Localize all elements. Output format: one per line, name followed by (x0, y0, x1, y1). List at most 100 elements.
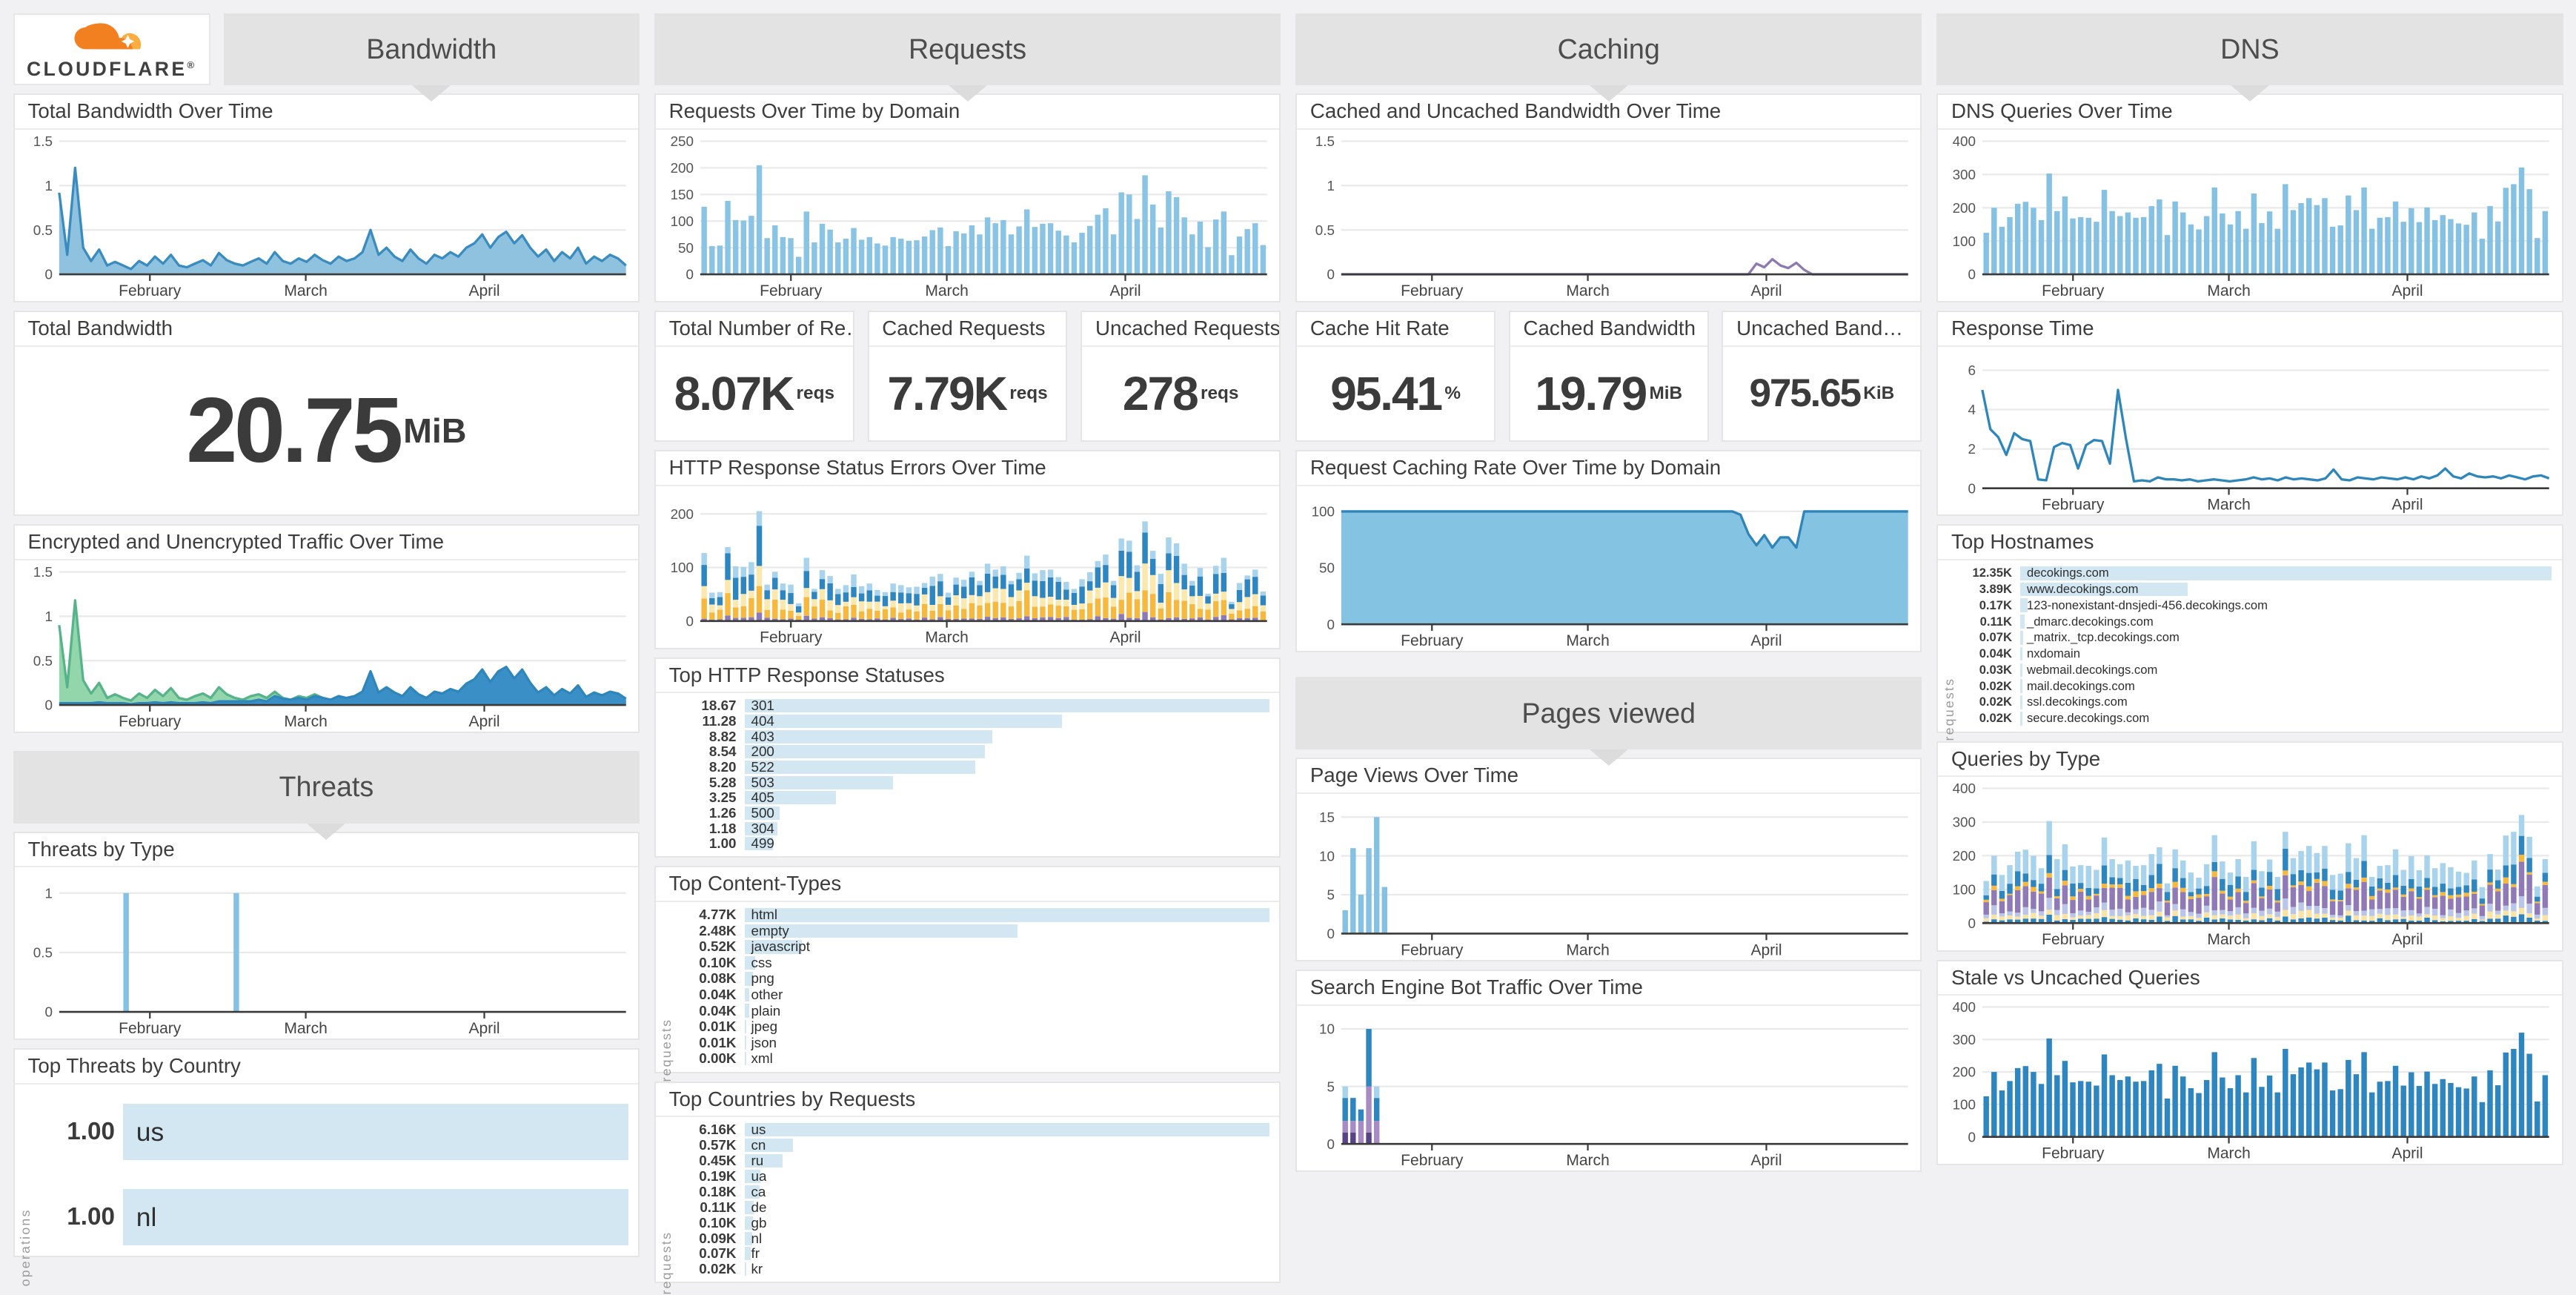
top-http-statuses-list[interactable]: 18.67 301 11.28 404 8.82 403 8.54 200 8.20 522 5.2… (656, 693, 1279, 856)
list-item[interactable]: 0.02K mail.decokings.com (1961, 678, 2552, 695)
list-item-value: 1.00 (708, 835, 737, 852)
requests-over-time-chart[interactable]: 0 50 100 150 200 250 February March April (656, 130, 1279, 301)
svg-text:1: 1 (44, 886, 52, 901)
list-item[interactable]: 0.08K png (679, 970, 1269, 987)
bandwidth-header-row: CLOUDFLARE® Bandwidth (13, 13, 640, 102)
list-item[interactable]: 0.10K gb (679, 1215, 1269, 1231)
top-content-types-list[interactable]: requests 4.77K html 2.48K empty 0.52K javascri… (656, 902, 1279, 1082)
page-views-chart[interactable]: 0 5 10 15 February March April (1297, 794, 1920, 960)
panel-title: Total Bandwidth Over Time (14, 95, 638, 130)
requests-stat-row: Total Number of Re… 8.07K reqs Cached Req… (654, 310, 1281, 443)
list-item[interactable]: 1.00 us (38, 1096, 628, 1168)
http-errors-chart[interactable]: 0 100 200 February March April (656, 486, 1279, 648)
list-item-value: 0.04K (1979, 646, 2013, 661)
svg-text:April: April (2392, 496, 2423, 513)
list-item[interactable]: 6.16K us (679, 1122, 1269, 1138)
list-item-value: 4.77K (699, 907, 737, 923)
list-item[interactable]: 12.35K decokings.com (1961, 565, 2552, 581)
list-item[interactable]: 0.11K _dmarc.decokings.com (1961, 614, 2552, 630)
list-item[interactable]: 0.09K nl (679, 1231, 1269, 1246)
svg-text:0: 0 (44, 1004, 52, 1020)
list-item[interactable]: 8.82 403 (679, 729, 1269, 744)
list-item[interactable]: 0.02K ssl.decokings.com (1961, 695, 2552, 711)
svg-text:April: April (1751, 282, 1782, 299)
list-item-value: 0.02K (699, 1261, 737, 1277)
list-item-value: 0.57K (699, 1137, 737, 1153)
encrypted-unencrypted-chart[interactable]: 0 0.5 1 1.5 February March April (15, 560, 638, 732)
list-item[interactable]: 0.17K 123-nonexistant-dnsjedi-456.decokin… (1961, 597, 2552, 614)
svg-text:0: 0 (1968, 915, 1976, 931)
list-item[interactable]: 0.02K kr (679, 1261, 1269, 1277)
list-item-label: kr (751, 1261, 763, 1277)
list-item-label: html (751, 907, 778, 923)
stale-uncached-chart[interactable]: 0 100 200 300 400 February March April (1938, 996, 2561, 1164)
list-item[interactable]: 0.03K webmail.decokings.com (1961, 662, 2552, 678)
panel-title: Top Content-Types (655, 867, 1280, 902)
list-item[interactable]: 1.18 304 (679, 821, 1269, 836)
section-header-caching: Caching (1295, 13, 1922, 102)
list-item[interactable]: 0.19K ua (679, 1168, 1269, 1185)
list-item-label: ua (751, 1168, 767, 1185)
top-countries-list[interactable]: requests 6.16K us 0.57K cn 0.45K ru 0.19K ua 0.18… (656, 1117, 1279, 1295)
list-item[interactable]: 0.02K secure.decokings.com (1961, 710, 2552, 726)
list-item[interactable]: 0.00K xml (679, 1050, 1269, 1067)
svg-text:February: February (119, 713, 182, 730)
cloudflare-logo[interactable]: CLOUDFLARE® (13, 13, 210, 86)
request-caching-rate-chart[interactable]: 0 50 100 February March April (1297, 486, 1920, 651)
search-bot-traffic-chart[interactable]: 0 5 10 February March April (1297, 1006, 1920, 1170)
list-item-value: 18.67 (701, 698, 737, 714)
stat-value: 975.65 (1749, 371, 1862, 416)
list-item[interactable]: 0.07K fr (679, 1245, 1269, 1262)
svg-text:300: 300 (1953, 1032, 1976, 1047)
list-item[interactable]: 0.11K de (679, 1199, 1269, 1215)
list-item-label: nl (136, 1202, 157, 1232)
list-item[interactable]: 1.00 499 (679, 835, 1269, 852)
list-item-value: 2.48K (699, 922, 737, 938)
list-item[interactable]: 4.77K html (679, 907, 1269, 923)
threats-by-type-chart[interactable]: 0 0.5 1 February March April (15, 867, 638, 1039)
list-item[interactable]: 0.45K ru (679, 1153, 1269, 1169)
svg-text:0: 0 (1327, 1136, 1335, 1151)
dns-queries-chart[interactable]: 0 100 200 300 400 February March April (1938, 130, 2561, 301)
svg-text:March: March (925, 282, 968, 299)
response-time-chart[interactable]: 0 2 4 6 February March April (1938, 347, 2561, 515)
list-item[interactable]: 1.00 nl (38, 1182, 628, 1254)
list-item[interactable]: 0.10K css (679, 955, 1269, 971)
panel-cached-bandwidth: Cached Bandwidth 19.79 MiB (1508, 310, 1709, 443)
top-threats-by-country-list[interactable]: operations 1.00 us 1.00 nl (15, 1084, 638, 1287)
list-item[interactable]: 0.52K javascript (679, 938, 1269, 955)
list-item[interactable]: 0.04K nxdomain (1961, 646, 2552, 662)
svg-text:March: March (1566, 941, 1609, 958)
list-item-label: _matrix._tcp.decokings.com (2026, 630, 2180, 645)
list-item[interactable]: 0.57K cn (679, 1137, 1269, 1153)
list-item[interactable]: 0.07K _matrix._tcp.decokings.com (1961, 629, 2552, 646)
svg-text:15: 15 (1319, 809, 1335, 824)
list-item[interactable]: 8.54 200 (679, 743, 1269, 760)
list-item[interactable]: 3.89K www.decokings.com (1961, 581, 2552, 597)
list-item[interactable]: 1.26 500 (679, 805, 1269, 821)
svg-text:April: April (1109, 282, 1141, 299)
list-item[interactable]: 0.01K jpeg (679, 1019, 1269, 1035)
list-item[interactable]: 8.20 522 (679, 758, 1269, 775)
list-item-label: www.decokings.com (2026, 582, 2139, 597)
list-item[interactable]: 0.04K plain (679, 1003, 1269, 1019)
total-bandwidth-over-time-chart[interactable]: 0 0.5 1 1.5 February March April (15, 130, 638, 301)
list-item[interactable]: 0.01K json (679, 1035, 1269, 1051)
list-item-label: javascript (751, 938, 810, 955)
queries-by-type-chart[interactable]: 0 100 200 300 400 February March April (1938, 777, 2561, 950)
list-item-value: 8.20 (708, 758, 737, 775)
top-hostnames-list[interactable]: requests 12.35K decokings.com 3.89K www.deco… (1938, 560, 2561, 741)
list-item[interactable]: 2.48K empty (679, 923, 1269, 939)
svg-text:100: 100 (1953, 882, 1976, 898)
list-item[interactable]: 0.18K ca (679, 1184, 1269, 1199)
list-item[interactable]: 3.25 405 (679, 789, 1269, 806)
section-caret-icon (1589, 749, 1628, 766)
list-item[interactable]: 0.04K other (679, 987, 1269, 1003)
list-item[interactable]: 18.67 301 (679, 698, 1269, 714)
list-item[interactable]: 5.28 503 (679, 775, 1269, 790)
svg-text:300: 300 (1953, 167, 1976, 182)
list-item-label: other (751, 987, 783, 1002)
section-caret-icon (1589, 85, 1628, 102)
list-item[interactable]: 11.28 404 (679, 713, 1269, 729)
cached-uncached-bandwidth-chart[interactable]: 0 0.5 1 1.5 February March April (1297, 130, 1920, 301)
